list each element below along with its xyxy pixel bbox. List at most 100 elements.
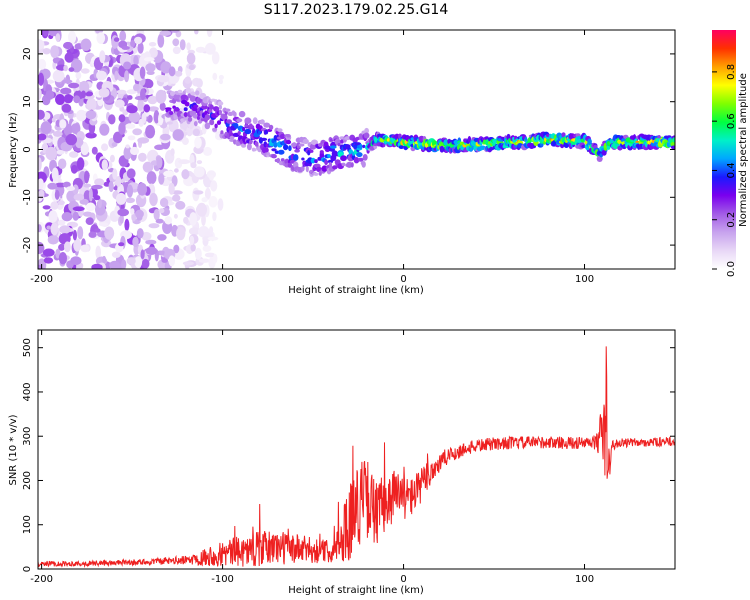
snr-y-tick-label: 0 <box>22 566 33 572</box>
heatmap-ridge-cell <box>252 117 258 125</box>
heatmap-noise-cell <box>202 236 211 242</box>
heatmap-ridge-cell <box>587 138 592 146</box>
heatmap-noise-cell <box>84 170 90 184</box>
heatmap-ridge-cell <box>195 90 200 96</box>
heatmap-noise-cell <box>179 39 186 51</box>
heatmap-noise-cell <box>206 30 213 37</box>
snr-y-tick-label: 400 <box>22 382 33 401</box>
heatmap-noise-cell <box>204 187 211 200</box>
heatmap-noise-cell <box>168 66 176 77</box>
heatmap-noise-cell <box>47 235 59 245</box>
heatmap-noise-cell <box>80 68 90 74</box>
heatmap-noise-cell <box>50 45 60 59</box>
colorbar-label: Normalized spectral amplitude <box>738 73 749 227</box>
heatmap-ridge-cell <box>314 159 318 164</box>
heatmap-noise-cell <box>126 105 138 114</box>
heatmap-noise-cell <box>145 246 158 255</box>
heatmap-noise-cell <box>40 121 52 135</box>
heatmap-noise-cell <box>113 37 120 42</box>
heatmap-noise-cell <box>112 168 118 180</box>
heatmap-noise-cell <box>116 89 127 94</box>
heatmap-ridge-cell <box>271 148 277 152</box>
heatmap-noise-cell <box>70 164 78 174</box>
heatmap-ridge-cell <box>184 101 190 107</box>
heatmap-noise-cell <box>61 79 73 84</box>
heatmap-noise-cell <box>126 184 134 198</box>
heatmap-noise-cell <box>172 194 181 202</box>
heatmap-noise-cell <box>148 42 157 47</box>
heatmap-noise-cell <box>58 243 65 251</box>
heatmap-noise-cell <box>205 42 216 55</box>
heatmap-noise-cell <box>189 212 198 226</box>
heatmap-noise-cell <box>61 212 73 222</box>
heatmap-noise-cell <box>153 209 160 221</box>
heatmap-noise-cell <box>174 70 183 77</box>
heatmap-ridge-cell <box>177 89 183 94</box>
snr-x-tick-label: -100 <box>211 574 234 585</box>
heatmap-noise-cell <box>176 226 186 241</box>
heatmap-noise-cell <box>113 131 123 144</box>
heatmap-noise-cell <box>65 133 78 146</box>
heatmap-ridge-cell <box>201 104 208 110</box>
heatmap-noise-cell <box>157 75 170 83</box>
heatmap-noise-cell <box>38 133 47 141</box>
heatmap-noise-cell <box>73 238 82 252</box>
heatmap-noise-cell <box>108 114 116 125</box>
heatmap-ridge-cell <box>324 159 328 165</box>
heatmap-noise-cell <box>130 146 139 156</box>
heatmap-noise-cell <box>79 80 90 94</box>
heatmap-noise-cell <box>219 79 223 85</box>
heatmap-ridge-cell <box>307 150 311 156</box>
heatmap-noise-cell <box>132 128 143 136</box>
heatmap-ridge-cell <box>359 143 363 150</box>
heatmap-ridge-cell <box>672 137 675 143</box>
heatmap-noise-cell <box>99 123 110 136</box>
colorbar-gradient <box>712 30 736 269</box>
heatmap-noise-cell <box>135 209 144 219</box>
heatmap-noise-cell <box>198 258 210 263</box>
heatmap-ridge-cell <box>325 148 330 152</box>
heatmap-noise-cell <box>68 67 75 72</box>
heatmap-ridge-cell <box>332 165 338 170</box>
heatmap-noise-cell <box>155 218 164 224</box>
heatmap-noise-cell <box>119 214 124 224</box>
heatmap-noise-cell <box>201 197 208 203</box>
heatmap-noise-cell <box>118 242 125 247</box>
snr-panel: -200 -100 0 100 0 100 200 300 400 500 Height of s… <box>8 329 676 596</box>
heatmap-noise-cell <box>63 94 73 104</box>
heatmap-x-tick-label: -100 <box>211 274 234 285</box>
heatmap-ridge-cell <box>233 111 237 118</box>
heatmap-noise-cell <box>125 144 130 149</box>
heatmap-noise-cell <box>57 178 62 183</box>
heatmap-ridge-cell <box>309 143 317 150</box>
heatmap-ridge-cell <box>301 157 305 161</box>
heatmap-noise-cell <box>159 197 169 208</box>
heatmap-ridge-cell <box>280 158 285 162</box>
heatmap-ridge-cell <box>192 107 197 111</box>
heatmap-noise-cell <box>125 123 136 129</box>
heatmap-noise-cell <box>61 103 72 113</box>
snr-x-tick-label: 0 <box>400 574 406 585</box>
heatmap-noise-cell <box>88 188 93 202</box>
heatmap-ridge-cell <box>187 116 193 122</box>
snr-frame <box>37 329 676 570</box>
heatmap-ridge-cell <box>253 148 257 152</box>
heatmap-noise-cell <box>77 226 84 240</box>
heatmap-ridge-cell <box>561 132 566 138</box>
heatmap-noise-cell <box>181 169 190 180</box>
heatmap-noise-cell <box>38 39 45 50</box>
heatmap-ridge-cell <box>266 152 271 156</box>
heatmap-marks <box>38 30 675 269</box>
heatmap-noise-cell <box>80 38 92 51</box>
heatmap-ridge-cell <box>189 95 197 102</box>
heatmap-noise-cell <box>84 91 94 97</box>
heatmap-noise-cell <box>196 160 203 165</box>
heatmap-noise-cell <box>123 61 132 70</box>
heatmap-noise-cell <box>48 30 59 37</box>
heatmap-x-tick-label: 100 <box>575 274 594 285</box>
heatmap-noise-cell <box>98 87 110 98</box>
heatmap-ridge-cell <box>310 157 316 164</box>
heatmap-noise-cell <box>195 78 203 88</box>
snr-y-tick-label: 300 <box>22 427 33 446</box>
heatmap-noise-cell <box>140 88 146 100</box>
